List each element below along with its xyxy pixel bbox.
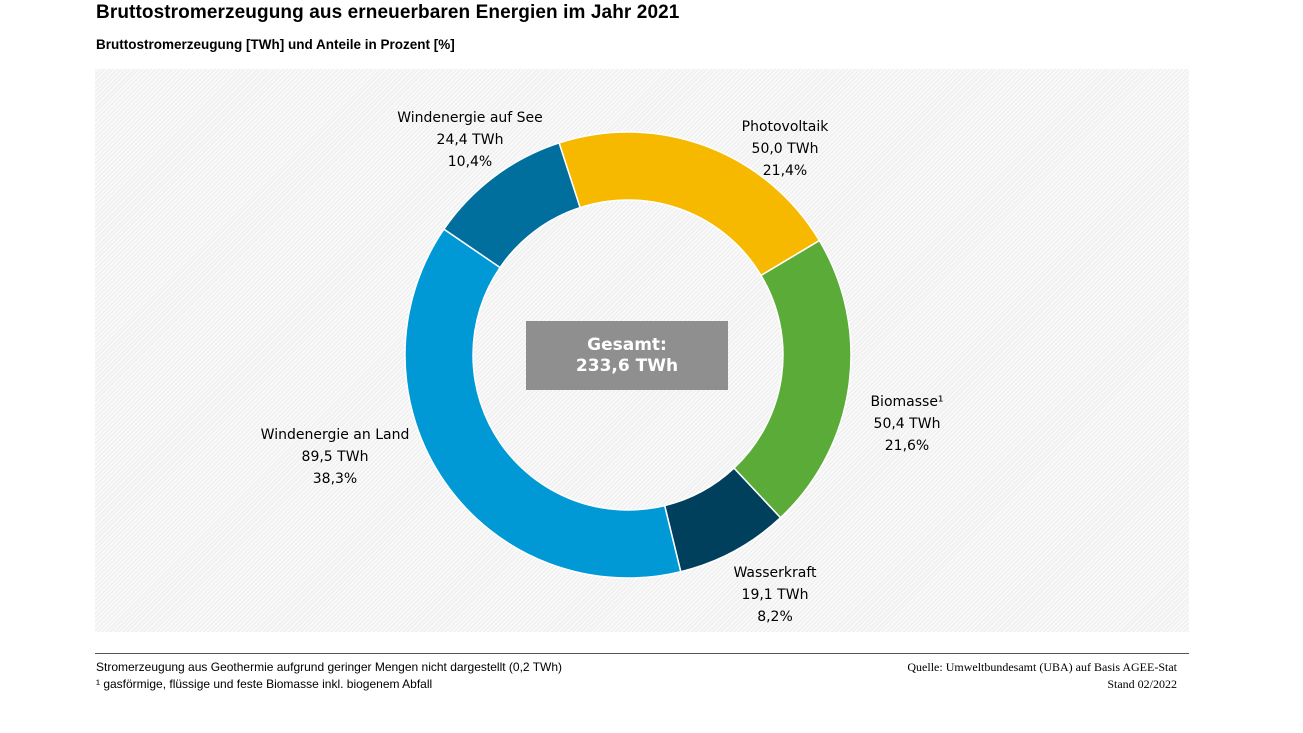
footer-divider [95, 653, 1189, 654]
slice-value: 50,4 TWh [873, 416, 941, 432]
chart-title: Bruttostromerzeugung aus erneuerbaren En… [96, 2, 680, 23]
slice-value: 50,0 TWh [751, 141, 819, 157]
slice-percent: 10,4% [447, 154, 493, 170]
chart-subtitle: Bruttostromerzeugung [TWh] und Anteile i… [96, 37, 455, 52]
slice-label-photovoltaik: Photovoltaik 50,0 TWh 21,4% [720, 116, 850, 182]
footnote-biomasse: ¹ gasförmige, flüssige und feste Biomass… [96, 677, 433, 691]
total-value: 233,6 TWh [575, 355, 679, 376]
donut-slice-3 [404, 228, 682, 579]
total-box: Gesamt: 233,6 TWh [526, 321, 728, 390]
date-text: Stand 02/2022 [1107, 677, 1177, 691]
slice-percent: 38,3% [312, 471, 358, 487]
slice-percent: 21,4% [762, 163, 808, 179]
donut-slice-1 [732, 239, 852, 519]
slice-label-wind-see: Windenergie auf See 24,4 TWh 10,4% [370, 107, 570, 173]
slice-label-wasserkraft: Wasserkraft 19,1 TWh 8,2% [710, 562, 840, 628]
plot-area: Gesamt: 233,6 TWh Photovoltaik 50,0 TWh … [95, 69, 1189, 632]
slice-value: 89,5 TWh [301, 449, 369, 465]
donut-chart [404, 131, 852, 579]
footnote-geothermie: Stromerzeugung aus Geothermie aufgrund g… [96, 660, 563, 674]
slice-label-wind-land: Windenergie an Land 89,5 TWh 38,3% [235, 424, 435, 490]
slice-percent: 8,2% [757, 609, 793, 625]
donut-slice-4 [442, 141, 582, 269]
footer-notes: Stromerzeugung aus Geothermie aufgrund g… [96, 659, 562, 693]
total-label: Gesamt: [587, 334, 667, 355]
footer-source: Quelle: Umweltbundesamt (UBA) auf Basis … [907, 659, 1177, 693]
slice-name: Photovoltaik [741, 119, 829, 135]
slice-name: Windenergie auf See [397, 110, 543, 126]
slice-value: 24,4 TWh [436, 132, 504, 148]
slice-name: Wasserkraft [733, 565, 817, 581]
slice-name: Biomasse¹ [870, 394, 944, 410]
slice-percent: 21,6% [884, 438, 930, 454]
slice-value: 19,1 TWh [741, 587, 809, 603]
slice-label-biomasse: Biomasse¹ 50,4 TWh 21,6% [847, 391, 967, 457]
source-text: Quelle: Umweltbundesamt (UBA) auf Basis … [907, 660, 1177, 674]
slice-name: Windenergie an Land [260, 427, 410, 443]
